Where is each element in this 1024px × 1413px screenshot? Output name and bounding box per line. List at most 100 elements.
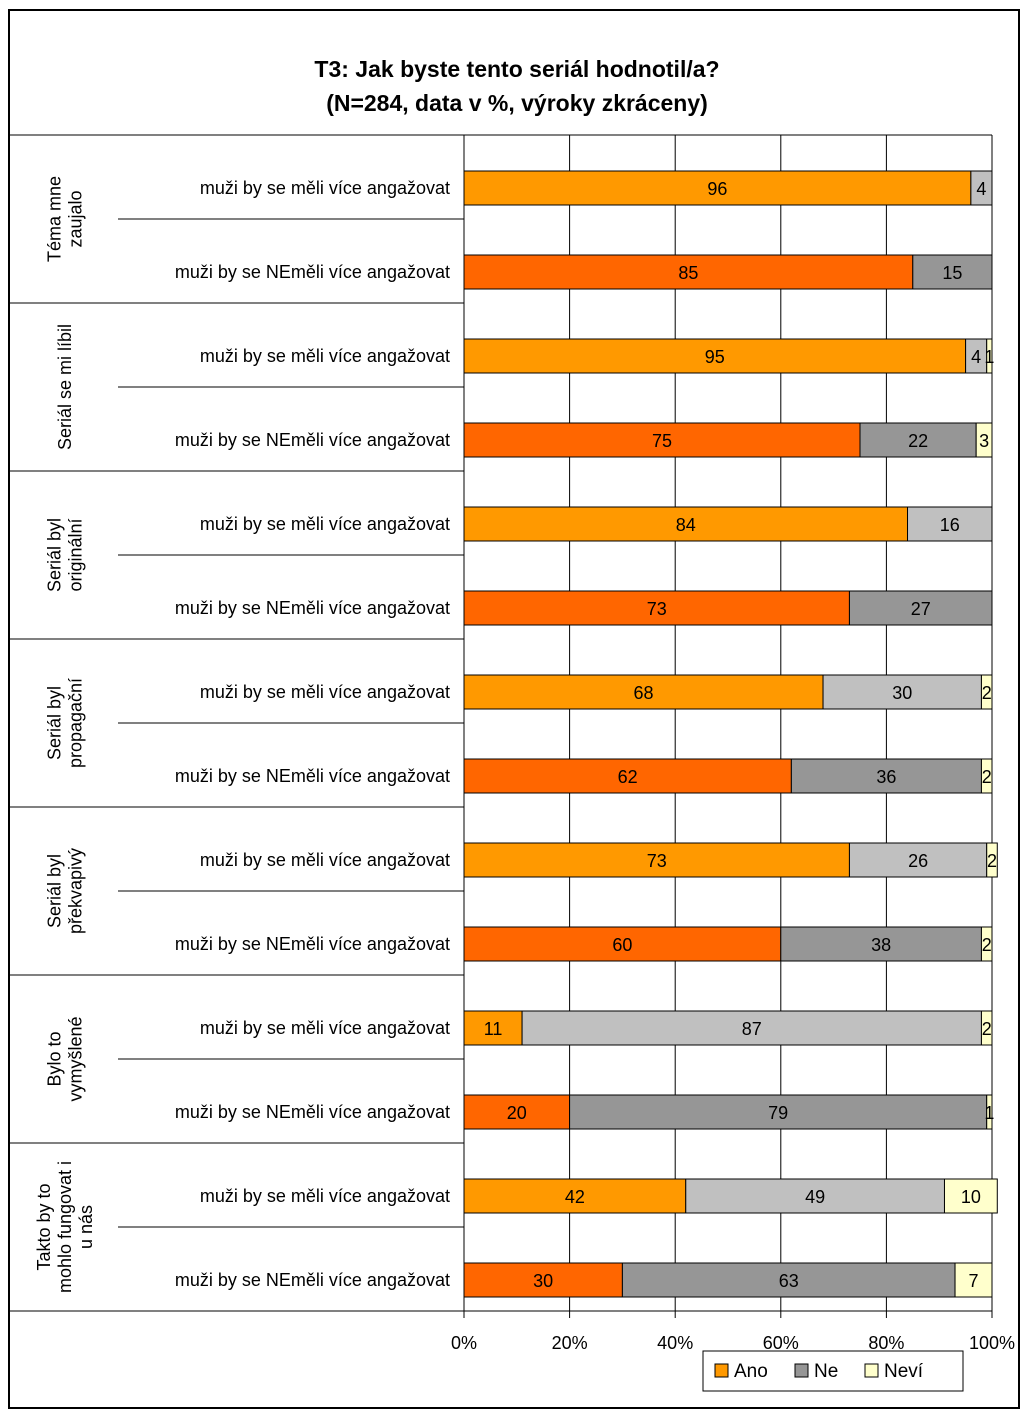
- data-label: 2: [982, 767, 992, 787]
- bar-segment-neví: [954, 1262, 993, 1298]
- row-label: muži by se měli více angažovat: [200, 178, 450, 198]
- bar-segment-ne: [822, 674, 982, 710]
- row-label: muži by se měli více angažovat: [200, 346, 450, 366]
- group-label: Seriál byl: [45, 686, 65, 760]
- group-label: Seriál se mi líbil: [55, 324, 75, 450]
- bar-segment-ano: [463, 674, 824, 710]
- chart-frame: T3: Jak byste tento seriál hodnotil/a? (…: [8, 9, 1020, 1409]
- bar-segment-ano: [463, 1094, 571, 1130]
- bar-segment-ne: [970, 170, 993, 206]
- group-label: originální: [66, 518, 86, 591]
- data-label: 85: [678, 263, 698, 283]
- row-label: muži by se NEměli více angažovat: [175, 262, 450, 282]
- data-label: 4: [976, 179, 986, 199]
- data-label: 63: [779, 1271, 799, 1291]
- bar-segment-ano: [463, 422, 861, 458]
- bar-segment-neví: [980, 674, 993, 710]
- data-label: 96: [707, 179, 727, 199]
- data-label: 49: [805, 1187, 825, 1207]
- bar-segment-ne: [569, 1094, 988, 1130]
- row-label: muži by se měli více angažovat: [200, 1186, 450, 1206]
- bar-segment-ano: [463, 926, 782, 962]
- bar-segment-ne: [859, 422, 977, 458]
- x-tick-label: 40%: [657, 1333, 693, 1353]
- bar-segment-ne: [848, 842, 988, 878]
- chart-svg: T3: Jak byste tento seriál hodnotil/a? (…: [10, 56, 1015, 1392]
- bar-segment-neví: [986, 1094, 993, 1130]
- x-tick-label: 100%: [969, 1333, 1015, 1353]
- bar-segment-neví: [986, 338, 993, 374]
- data-label: 11: [484, 1019, 503, 1039]
- bar-segment-ne: [780, 926, 982, 962]
- legend-label-ano: Ano: [734, 1361, 768, 1382]
- data-label: 2: [987, 851, 997, 871]
- row-label: muži by se NEměli více angažovat: [175, 1102, 450, 1122]
- data-label: 60: [612, 935, 632, 955]
- data-label: 26: [908, 851, 928, 871]
- row-label: muži by se NEměli více angažovat: [175, 766, 450, 786]
- group-label: propagační: [66, 678, 86, 768]
- group-label: vymyšlené: [66, 1016, 86, 1101]
- bar-segment-neví: [986, 842, 998, 878]
- group-label: zaujalo: [66, 190, 86, 247]
- data-label: 15: [942, 263, 962, 283]
- x-tick-label: 0%: [451, 1333, 477, 1353]
- legend-box: [702, 1350, 964, 1392]
- data-label: 2: [982, 683, 992, 703]
- data-label: 16: [940, 515, 960, 535]
- data-label: 20: [507, 1103, 527, 1123]
- data-label: 2: [982, 935, 992, 955]
- bar-segment-ano: [463, 758, 792, 794]
- group-label: Bylo to: [45, 1031, 65, 1086]
- group-label: Seriál byl: [45, 518, 65, 592]
- chart-title-line-1: T3: Jak byste tento seriál hodnotil/a?: [314, 56, 719, 82]
- group-label: u nás: [76, 1205, 96, 1249]
- bar-segment-ne: [685, 1178, 945, 1214]
- data-label: 7: [969, 1271, 979, 1291]
- data-label: 73: [647, 851, 667, 871]
- group-label: Takto by to: [34, 1183, 54, 1270]
- chart-title-line-2: (N=284, data v %, výroky zkráceny): [326, 90, 708, 116]
- legend-label-neví: Neví: [884, 1361, 924, 1382]
- data-label: 36: [876, 767, 896, 787]
- data-label: 22: [908, 431, 928, 451]
- row-label: muži by se měli více angažovat: [200, 514, 450, 534]
- row-label: muži by se měli více angažovat: [200, 850, 450, 870]
- data-label: 1: [984, 347, 994, 367]
- data-label: 95: [705, 347, 725, 367]
- bar-segment-ne: [912, 254, 993, 290]
- bar-segment-neví: [943, 1178, 998, 1214]
- data-label: 10: [961, 1187, 981, 1207]
- data-label: 75: [652, 431, 672, 451]
- bar-segment-neví: [980, 926, 993, 962]
- data-label: 4: [971, 347, 981, 367]
- data-label: 42: [565, 1187, 585, 1207]
- data-label: 3: [979, 431, 989, 451]
- x-tick-label: 80%: [868, 1333, 904, 1353]
- legend-swatch-neví: [864, 1363, 879, 1378]
- group-label: mohlo fungovat i: [55, 1161, 75, 1293]
- legend-label-ne: Ne: [814, 1361, 838, 1382]
- bar-segment-ne: [521, 1010, 982, 1046]
- data-label: 2: [982, 1019, 992, 1039]
- row-label: muži by se NEměli více angažovat: [175, 430, 450, 450]
- row-label: muži by se NEměli více angažovat: [175, 1270, 450, 1290]
- x-tick-label: 20%: [552, 1333, 588, 1353]
- data-label: 73: [647, 599, 667, 619]
- row-label: muži by se NEměli více angažovat: [175, 934, 450, 954]
- group-label: Seriál byl: [45, 854, 65, 928]
- legend-swatch-ano: [714, 1363, 729, 1378]
- data-label: 30: [892, 683, 912, 703]
- data-label: 68: [634, 683, 654, 703]
- bar-segment-neví: [980, 1010, 993, 1046]
- bar-segment-ano: [463, 170, 972, 206]
- legend-swatch-ne: [794, 1363, 809, 1378]
- data-label: 62: [618, 767, 638, 787]
- row-label: muži by se NEměli více angažovat: [175, 598, 450, 618]
- bar-segment-ne: [621, 1262, 956, 1298]
- bar-segment-ne: [790, 758, 982, 794]
- data-label: 30: [533, 1271, 553, 1291]
- group-label: překvapivý: [66, 848, 86, 934]
- data-label: 27: [911, 599, 931, 619]
- data-label: 87: [742, 1019, 762, 1039]
